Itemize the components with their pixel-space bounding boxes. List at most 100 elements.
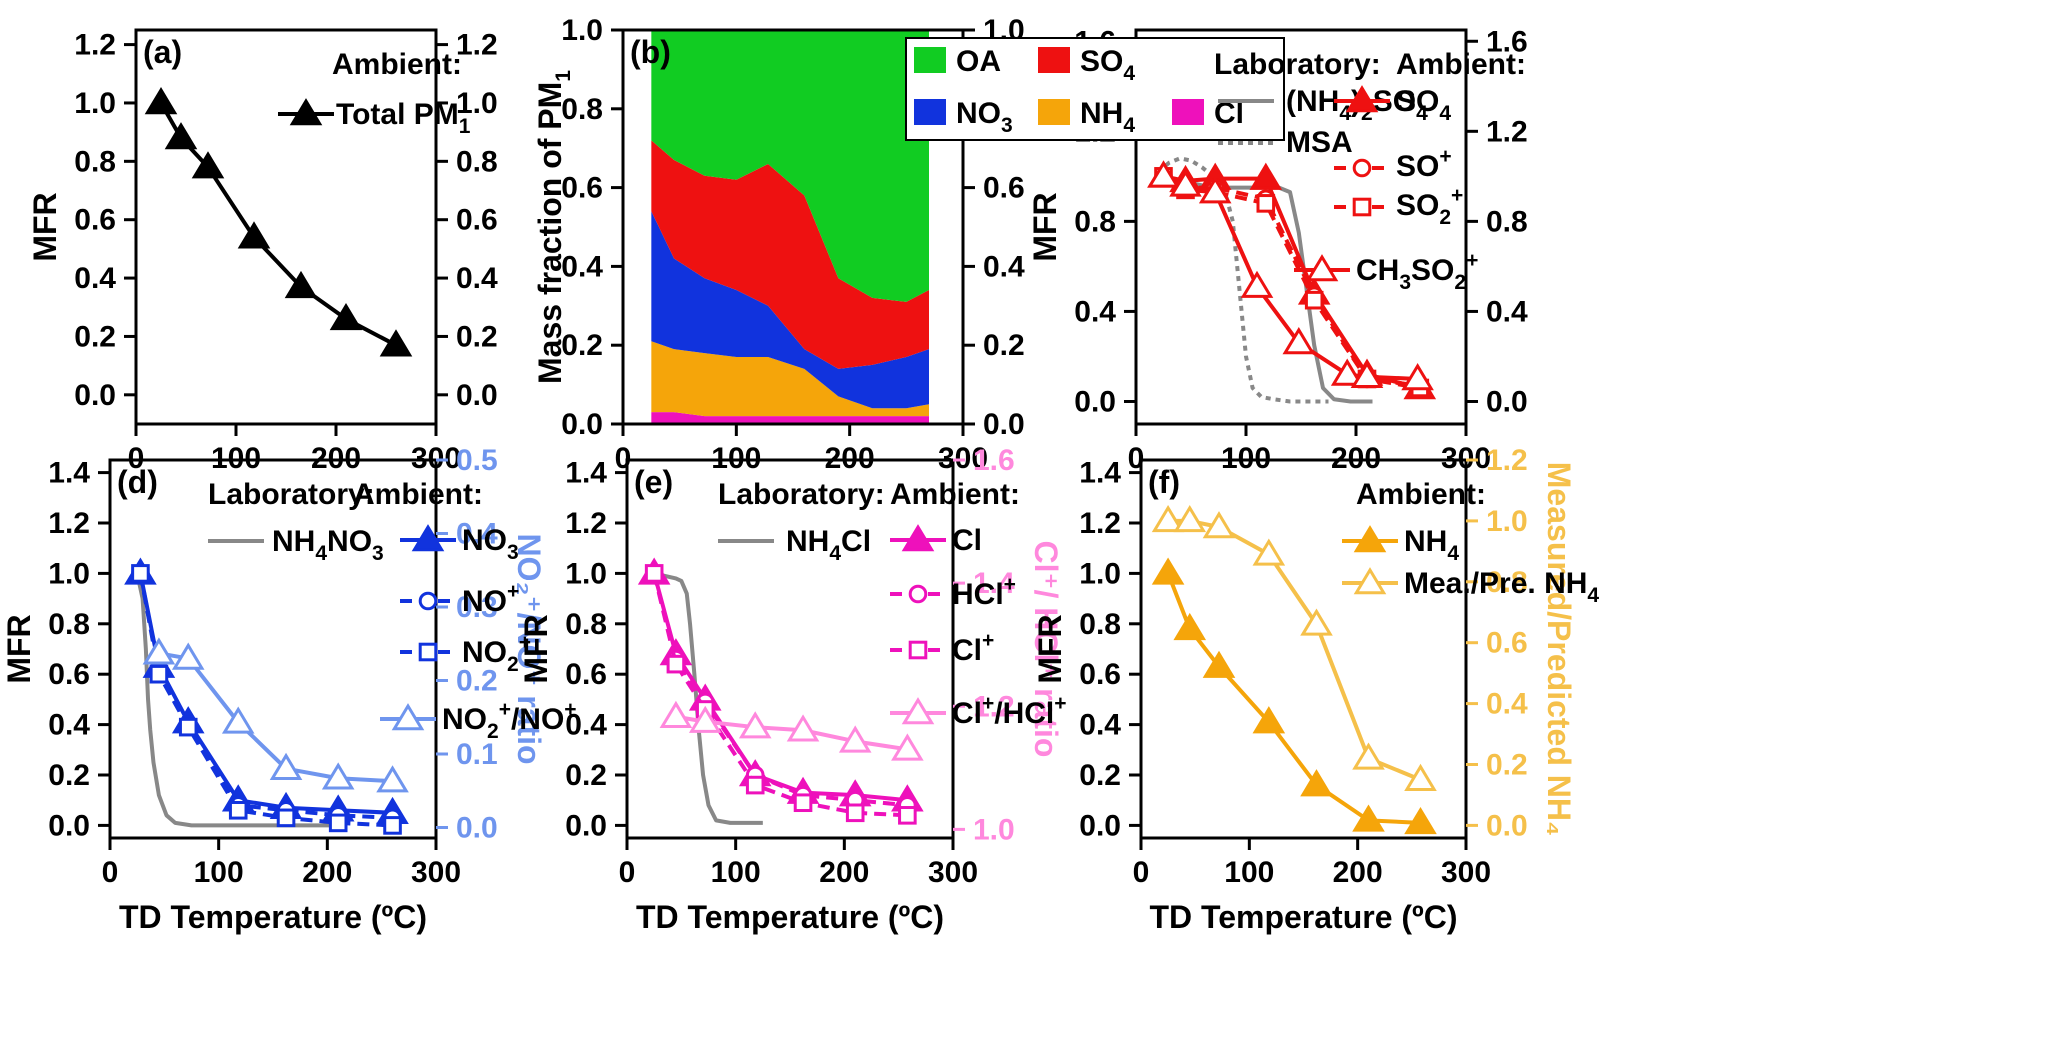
right-tick-label: 0.0 bbox=[456, 811, 498, 844]
area-no3 bbox=[651, 211, 929, 409]
x-tick-label: 0 bbox=[102, 856, 119, 889]
series-nh4no3 bbox=[135, 572, 333, 828]
data-point bbox=[1352, 804, 1385, 832]
y-axis-right: 0.0 0.2 0.4 0.6 0.8 1.0 1.2 bbox=[1466, 444, 1528, 842]
y-tick-label: 0.0 bbox=[1079, 809, 1121, 842]
label-part: Cl bbox=[952, 697, 982, 730]
data-point bbox=[1252, 706, 1286, 734]
label-part: + bbox=[1439, 145, 1451, 168]
panel-label: (d) bbox=[117, 464, 158, 500]
legend-swatch bbox=[1172, 99, 1204, 125]
data-point bbox=[845, 803, 865, 823]
y-tick-label: 0.4 bbox=[565, 709, 607, 742]
label-part: 4 bbox=[1339, 102, 1351, 125]
data-point bbox=[221, 706, 255, 734]
legend-title: Laboratory: bbox=[208, 478, 375, 511]
data-point bbox=[328, 813, 348, 833]
data-point bbox=[1304, 290, 1324, 310]
data-point bbox=[898, 806, 917, 825]
label-part: 4 bbox=[1447, 542, 1459, 565]
series-no2-no-ratio bbox=[142, 637, 409, 793]
legend-label: Cl bbox=[952, 524, 982, 557]
data-point bbox=[376, 765, 409, 793]
x-axis: 0 100 200 300 bbox=[128, 424, 461, 475]
label-part: 2 bbox=[1361, 102, 1373, 125]
y-tick-label: 1.0 bbox=[74, 87, 116, 120]
x-axis: 0 100 200 300 bbox=[1133, 838, 1491, 889]
legend-c: Laboratory:Ambient:(NH4)2SO4MSASO4SO+SO2… bbox=[1214, 48, 1526, 294]
label-part: 4 bbox=[1416, 102, 1428, 125]
label-part: NO bbox=[956, 97, 1001, 130]
data-point bbox=[144, 87, 178, 115]
data-point bbox=[1151, 504, 1185, 533]
series-line bbox=[159, 101, 397, 347]
panel-e: 0 100 200 300 0.0 0.2 0.4 0.6 0.8 1.0 1.2 1.4 1.0 1.2… bbox=[518, 444, 1064, 935]
right-tick-label: 1.6 bbox=[1486, 25, 1528, 58]
label-part: NO bbox=[442, 703, 487, 736]
right-tick-label: 1.2 bbox=[973, 690, 1015, 723]
right-tick-label: 0.4 bbox=[1486, 295, 1528, 328]
legend-label: NH4 bbox=[1080, 97, 1135, 137]
data-point bbox=[1240, 270, 1274, 298]
series-line bbox=[652, 572, 908, 818]
legend-swatch bbox=[1038, 99, 1070, 125]
y-tick-label: 0.4 bbox=[1079, 709, 1121, 742]
right-tick-label: 0.2 bbox=[1486, 748, 1528, 781]
x-axis: 0 100 200 300 bbox=[1128, 424, 1491, 475]
y-axis-label: MFR bbox=[27, 192, 63, 261]
plot-frame bbox=[625, 458, 955, 840]
series-nh4cl bbox=[653, 571, 763, 825]
data-point bbox=[171, 642, 205, 670]
label-part: + bbox=[982, 692, 994, 715]
legend-label: NO+ bbox=[462, 580, 519, 618]
legend-swatch bbox=[1038, 47, 1070, 73]
y-tick-label: 0.6 bbox=[74, 204, 116, 237]
right-axis-label: Cl⁺/ HCl⁺ ratio bbox=[1028, 541, 1064, 758]
y-tick-label: 1.4 bbox=[1079, 457, 1121, 490]
legend-label: Cl+/HCl+ bbox=[952, 692, 1067, 730]
right-tick-label: 0.8 bbox=[456, 145, 498, 178]
area-oa bbox=[651, 30, 929, 302]
legend-title: Ambient: bbox=[1396, 48, 1526, 81]
x-tick-label: 0 bbox=[619, 856, 636, 889]
legend-swatch bbox=[914, 47, 946, 73]
y-axis-right: 0.0 0.4 0.8 1.2 1.6 bbox=[1466, 25, 1528, 418]
data-point bbox=[379, 329, 413, 357]
data-point bbox=[1352, 197, 1372, 217]
label-part: + bbox=[1451, 184, 1463, 207]
data-point bbox=[1147, 160, 1180, 188]
label-part: CH bbox=[1356, 254, 1399, 287]
series-no2- bbox=[131, 564, 402, 835]
y-tick-label: 1.0 bbox=[48, 557, 90, 590]
y-axis-label: MFR bbox=[518, 614, 554, 683]
data-point bbox=[738, 711, 772, 739]
y-tick-label: 0.6 bbox=[1079, 658, 1121, 691]
data-point bbox=[1151, 557, 1185, 585]
area-layers bbox=[651, 30, 929, 424]
data-point bbox=[1282, 327, 1316, 355]
data-point bbox=[666, 654, 686, 674]
legend-title: Laboratory: bbox=[718, 478, 885, 511]
data-point bbox=[411, 524, 445, 552]
y-tick-label: 0.2 bbox=[48, 759, 90, 792]
data-point bbox=[1300, 769, 1333, 797]
y-axis-left: 0.0 0.2 0.4 0.6 0.8 1.0 bbox=[561, 14, 623, 441]
label-part: + bbox=[1466, 249, 1478, 272]
series-cl bbox=[637, 557, 924, 812]
label-part: + bbox=[1054, 692, 1066, 715]
label-part: Cl bbox=[952, 634, 982, 667]
right-axis-label: NO₂⁺/NO⁺ ratio bbox=[511, 533, 547, 764]
data-point bbox=[142, 637, 176, 665]
y-tick-label: 1.2 bbox=[1079, 507, 1121, 540]
x-tick-label: 300 bbox=[411, 856, 461, 889]
label-part: 4 bbox=[1123, 62, 1135, 85]
data-point bbox=[289, 98, 323, 126]
data-point bbox=[1404, 763, 1437, 791]
y-tick-label: 1.2 bbox=[565, 507, 607, 540]
data-point bbox=[131, 564, 150, 583]
legend-label: NH4Cl bbox=[786, 525, 871, 565]
right-tick-label: 0.0 bbox=[1486, 385, 1528, 418]
y-tick-label: 0.0 bbox=[561, 408, 603, 441]
